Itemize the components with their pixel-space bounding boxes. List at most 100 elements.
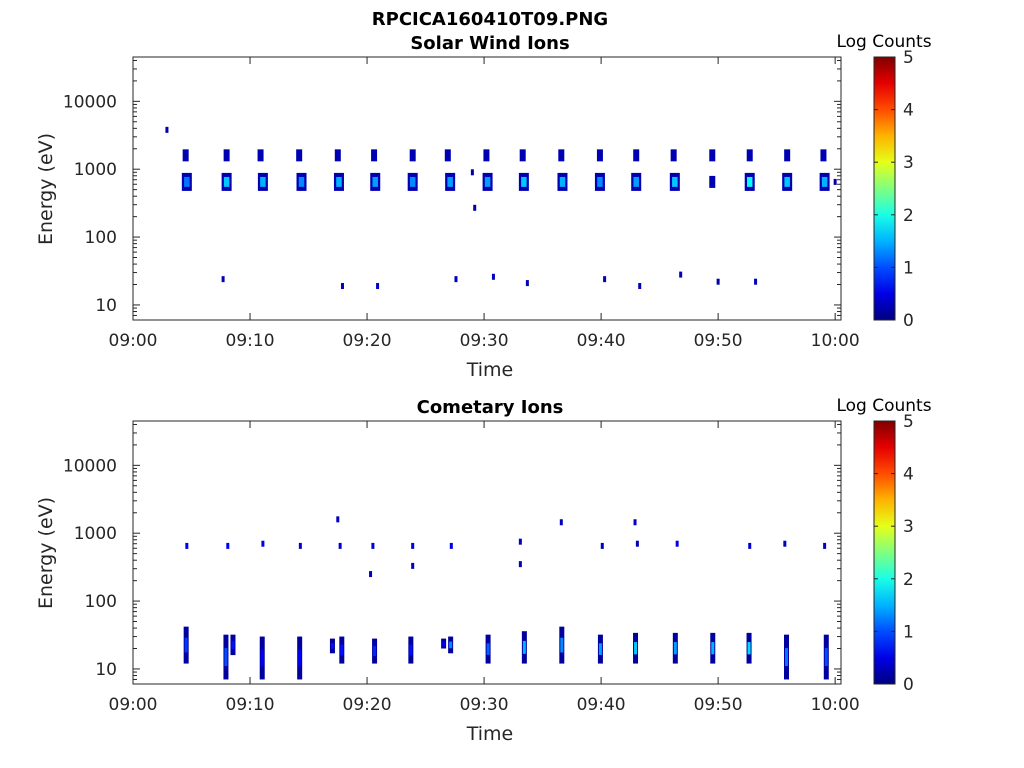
data-blob — [444, 149, 451, 162]
x-tick-label: 10:00 — [811, 331, 860, 351]
data-blob-core — [484, 176, 491, 187]
solar-wind-colorbar-label: Log Counts — [836, 32, 931, 52]
solar-wind-panel: Solar Wind Ions Time Energy (eV) Log Cou… — [35, 32, 932, 381]
data-blob-core — [746, 176, 753, 187]
axes-box — [132, 420, 842, 685]
data-speck — [470, 169, 474, 176]
data-blob-core — [633, 176, 639, 187]
x-tick-label: 09:30 — [460, 331, 509, 351]
data-speck — [369, 571, 373, 578]
data-streak-core — [598, 643, 602, 655]
x-tick-label: 09:50 — [694, 695, 743, 715]
data-streak-core — [560, 637, 564, 653]
data-speck — [454, 276, 458, 283]
data-streak-core — [522, 640, 526, 654]
data-streak-core — [231, 640, 235, 649]
y-tick-label: 1000 — [74, 524, 117, 544]
data-streak-core — [711, 642, 715, 655]
data-blob-core — [372, 176, 378, 187]
cometary-xlabel: Time — [466, 723, 514, 745]
data-speck — [449, 542, 453, 549]
data-blob — [409, 149, 416, 162]
data-speck — [754, 278, 758, 285]
y-tick-label: 100 — [85, 228, 117, 248]
data-blob — [371, 149, 378, 162]
data-blob-core — [336, 176, 342, 187]
data-streak-core — [260, 649, 264, 667]
data-streak-core — [330, 643, 334, 649]
data-blob — [709, 149, 716, 162]
data-speck — [559, 519, 563, 526]
colorbar-tick-label: 0 — [903, 675, 914, 695]
colorbar-tick-label: 2 — [903, 570, 914, 590]
data-blob — [296, 149, 303, 162]
x-tick-label: 10:00 — [811, 695, 860, 715]
data-speck — [165, 126, 169, 133]
data-speck — [261, 540, 265, 547]
x-tick-label: 09:00 — [109, 695, 158, 715]
data-speck — [411, 542, 415, 549]
data-blob — [334, 149, 341, 162]
colorbar — [873, 56, 896, 321]
solar-wind-xlabel: Time — [466, 359, 514, 381]
data-blob — [257, 149, 264, 162]
colorbar-tick-label: 1 — [903, 258, 914, 278]
data-streak-core — [673, 642, 677, 655]
data-blob — [596, 149, 603, 162]
solar-wind-title: Solar Wind Ions — [410, 33, 569, 54]
data-blob-core — [672, 176, 678, 187]
data-blob — [519, 149, 526, 162]
data-speck — [518, 538, 522, 545]
y-tick-label: 10 — [95, 296, 117, 316]
data-streak-core — [340, 644, 344, 656]
x-tick-label: 09:10 — [226, 695, 275, 715]
data-streak-core — [442, 641, 446, 646]
axes-box — [132, 56, 842, 321]
data-speck — [783, 540, 787, 547]
data-blob — [182, 149, 189, 162]
cometary-ylabel: Energy (eV) — [35, 497, 57, 609]
data-blob — [820, 149, 827, 162]
data-speck — [600, 542, 604, 549]
colorbar-tick-label: 1 — [903, 622, 914, 642]
data-blob-core — [597, 176, 603, 187]
data-speck — [675, 540, 679, 547]
cometary-title: Cometary Ions — [417, 397, 564, 418]
solar-wind-ylabel: Energy (eV) — [35, 133, 57, 245]
data-streak-core — [824, 648, 828, 667]
data-speck — [633, 519, 637, 526]
data-speck — [525, 280, 529, 287]
data-speck — [340, 283, 344, 290]
data-streak-core — [298, 649, 302, 667]
colorbar-tick-label: 4 — [903, 101, 914, 121]
data-streak-core — [634, 642, 638, 655]
data-streak-core — [747, 642, 751, 655]
data-blob-core — [298, 176, 305, 187]
data-blob-core — [559, 176, 566, 187]
colorbar-tick-label: 3 — [903, 153, 914, 173]
cometary-panel: Cometary Ions Time Energy (eV) Log Count… — [35, 396, 932, 745]
data-speck — [298, 542, 302, 549]
x-tick-label: 09:40 — [577, 695, 626, 715]
x-tick-label: 09:20 — [343, 695, 392, 715]
plot-area — [183, 516, 829, 680]
data-speck — [473, 204, 477, 211]
data-streak-core — [373, 646, 377, 657]
data-speck — [638, 283, 642, 290]
data-blob-core — [260, 176, 266, 187]
data-speck — [371, 542, 375, 549]
x-tick-label: 09:10 — [226, 331, 275, 351]
data-blob — [746, 149, 753, 162]
data-streak-core — [224, 648, 228, 667]
data-blob-core — [409, 176, 416, 187]
y-tick-label: 1000 — [74, 160, 117, 180]
x-tick-label: 09:00 — [109, 331, 158, 351]
colorbar — [873, 420, 896, 685]
colorbar-tick-label: 0 — [903, 311, 914, 331]
plot-area — [165, 126, 837, 290]
data-blob-core — [184, 176, 190, 187]
data-speck — [491, 273, 495, 280]
data-blob-core — [223, 176, 230, 187]
data-blob — [670, 149, 677, 162]
